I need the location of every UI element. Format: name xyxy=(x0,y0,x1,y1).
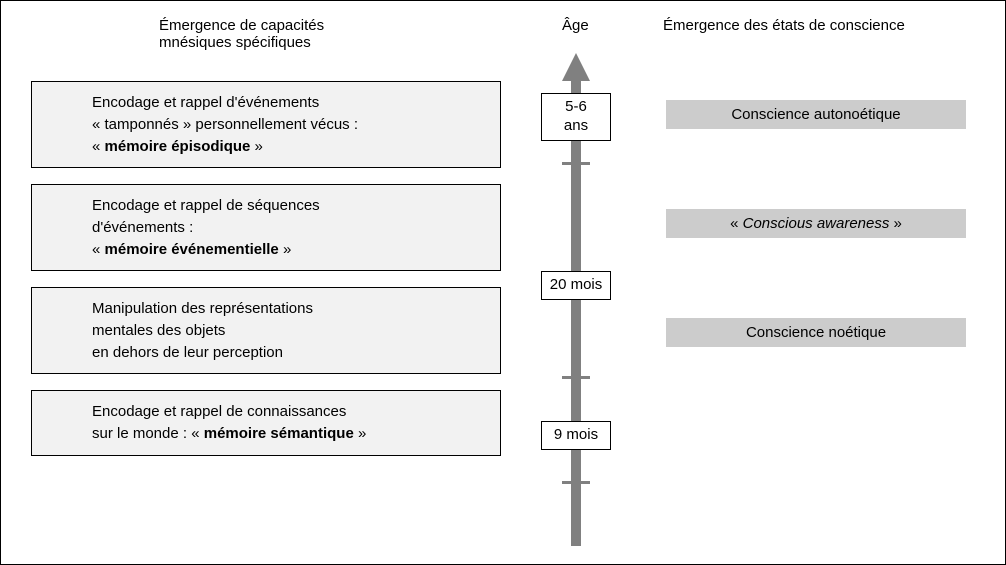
consciousness-label: Conscience noétique xyxy=(746,324,886,341)
capacity-line: Encodage et rappel de connaissances xyxy=(92,403,346,420)
capacity-line: « mémoire épisodique » xyxy=(92,138,263,155)
timeline-arrow-head xyxy=(562,53,590,81)
age-marker-line2: ans xyxy=(564,117,588,134)
capacity-box: Encodage et rappel de séquences d'événeme… xyxy=(31,184,501,271)
age-marker-line1: 5-6 xyxy=(565,98,587,115)
capacity-line: Manipulation des représentations xyxy=(92,300,313,317)
capacity-box: Encodage et rappel de connaissances sur l… xyxy=(31,390,501,456)
diagram-frame: Émergence de capacités mnésiques spécifi… xyxy=(0,0,1006,565)
timeline-tick xyxy=(562,162,590,165)
age-marker: 20 mois xyxy=(541,271,611,300)
header-left-line1: Émergence de capacités xyxy=(159,17,324,34)
capacity-line: d'événements : xyxy=(92,219,193,236)
capacity-line: en dehors de leur perception xyxy=(92,344,283,361)
consciousness-label: « Conscious awareness » xyxy=(730,215,902,232)
timeline-tick xyxy=(562,481,590,484)
consciousness-label: Conscience autonoétique xyxy=(731,106,900,123)
capacity-line: « mémoire événementielle » xyxy=(92,241,291,258)
capacity-box: Encodage et rappel d'événements « tamponn… xyxy=(31,81,501,168)
timeline-tick xyxy=(562,376,590,379)
header-right: Émergence des états de conscience xyxy=(663,17,905,34)
capacity-line: Encodage et rappel d'événements xyxy=(92,94,319,111)
consciousness-box: « Conscious awareness » xyxy=(666,209,966,238)
age-marker-line1: 9 mois xyxy=(554,426,598,443)
capacity-line: Encodage et rappel de séquences xyxy=(92,197,320,214)
consciousness-box: Conscience autonoétique xyxy=(666,100,966,129)
header-center: Âge xyxy=(562,17,589,34)
consciousness-box: Conscience noétique xyxy=(666,318,966,347)
age-marker: 9 mois xyxy=(541,421,611,450)
capacity-line: sur le monde : « mémoire sémantique » xyxy=(92,425,366,442)
timeline-arrow-shaft xyxy=(571,75,581,546)
capacity-line: mentales des objets xyxy=(92,322,225,339)
age-marker-line1: 20 mois xyxy=(550,276,603,293)
capacity-box: Manipulation des représentations mentales… xyxy=(31,287,501,374)
age-marker: 5-6 ans xyxy=(541,93,611,141)
header-left: Émergence de capacités mnésiques spécifi… xyxy=(159,17,324,51)
capacity-line: « tamponnés » personnellement vécus : xyxy=(92,116,358,133)
header-left-line2: mnésiques spécifiques xyxy=(159,34,311,51)
